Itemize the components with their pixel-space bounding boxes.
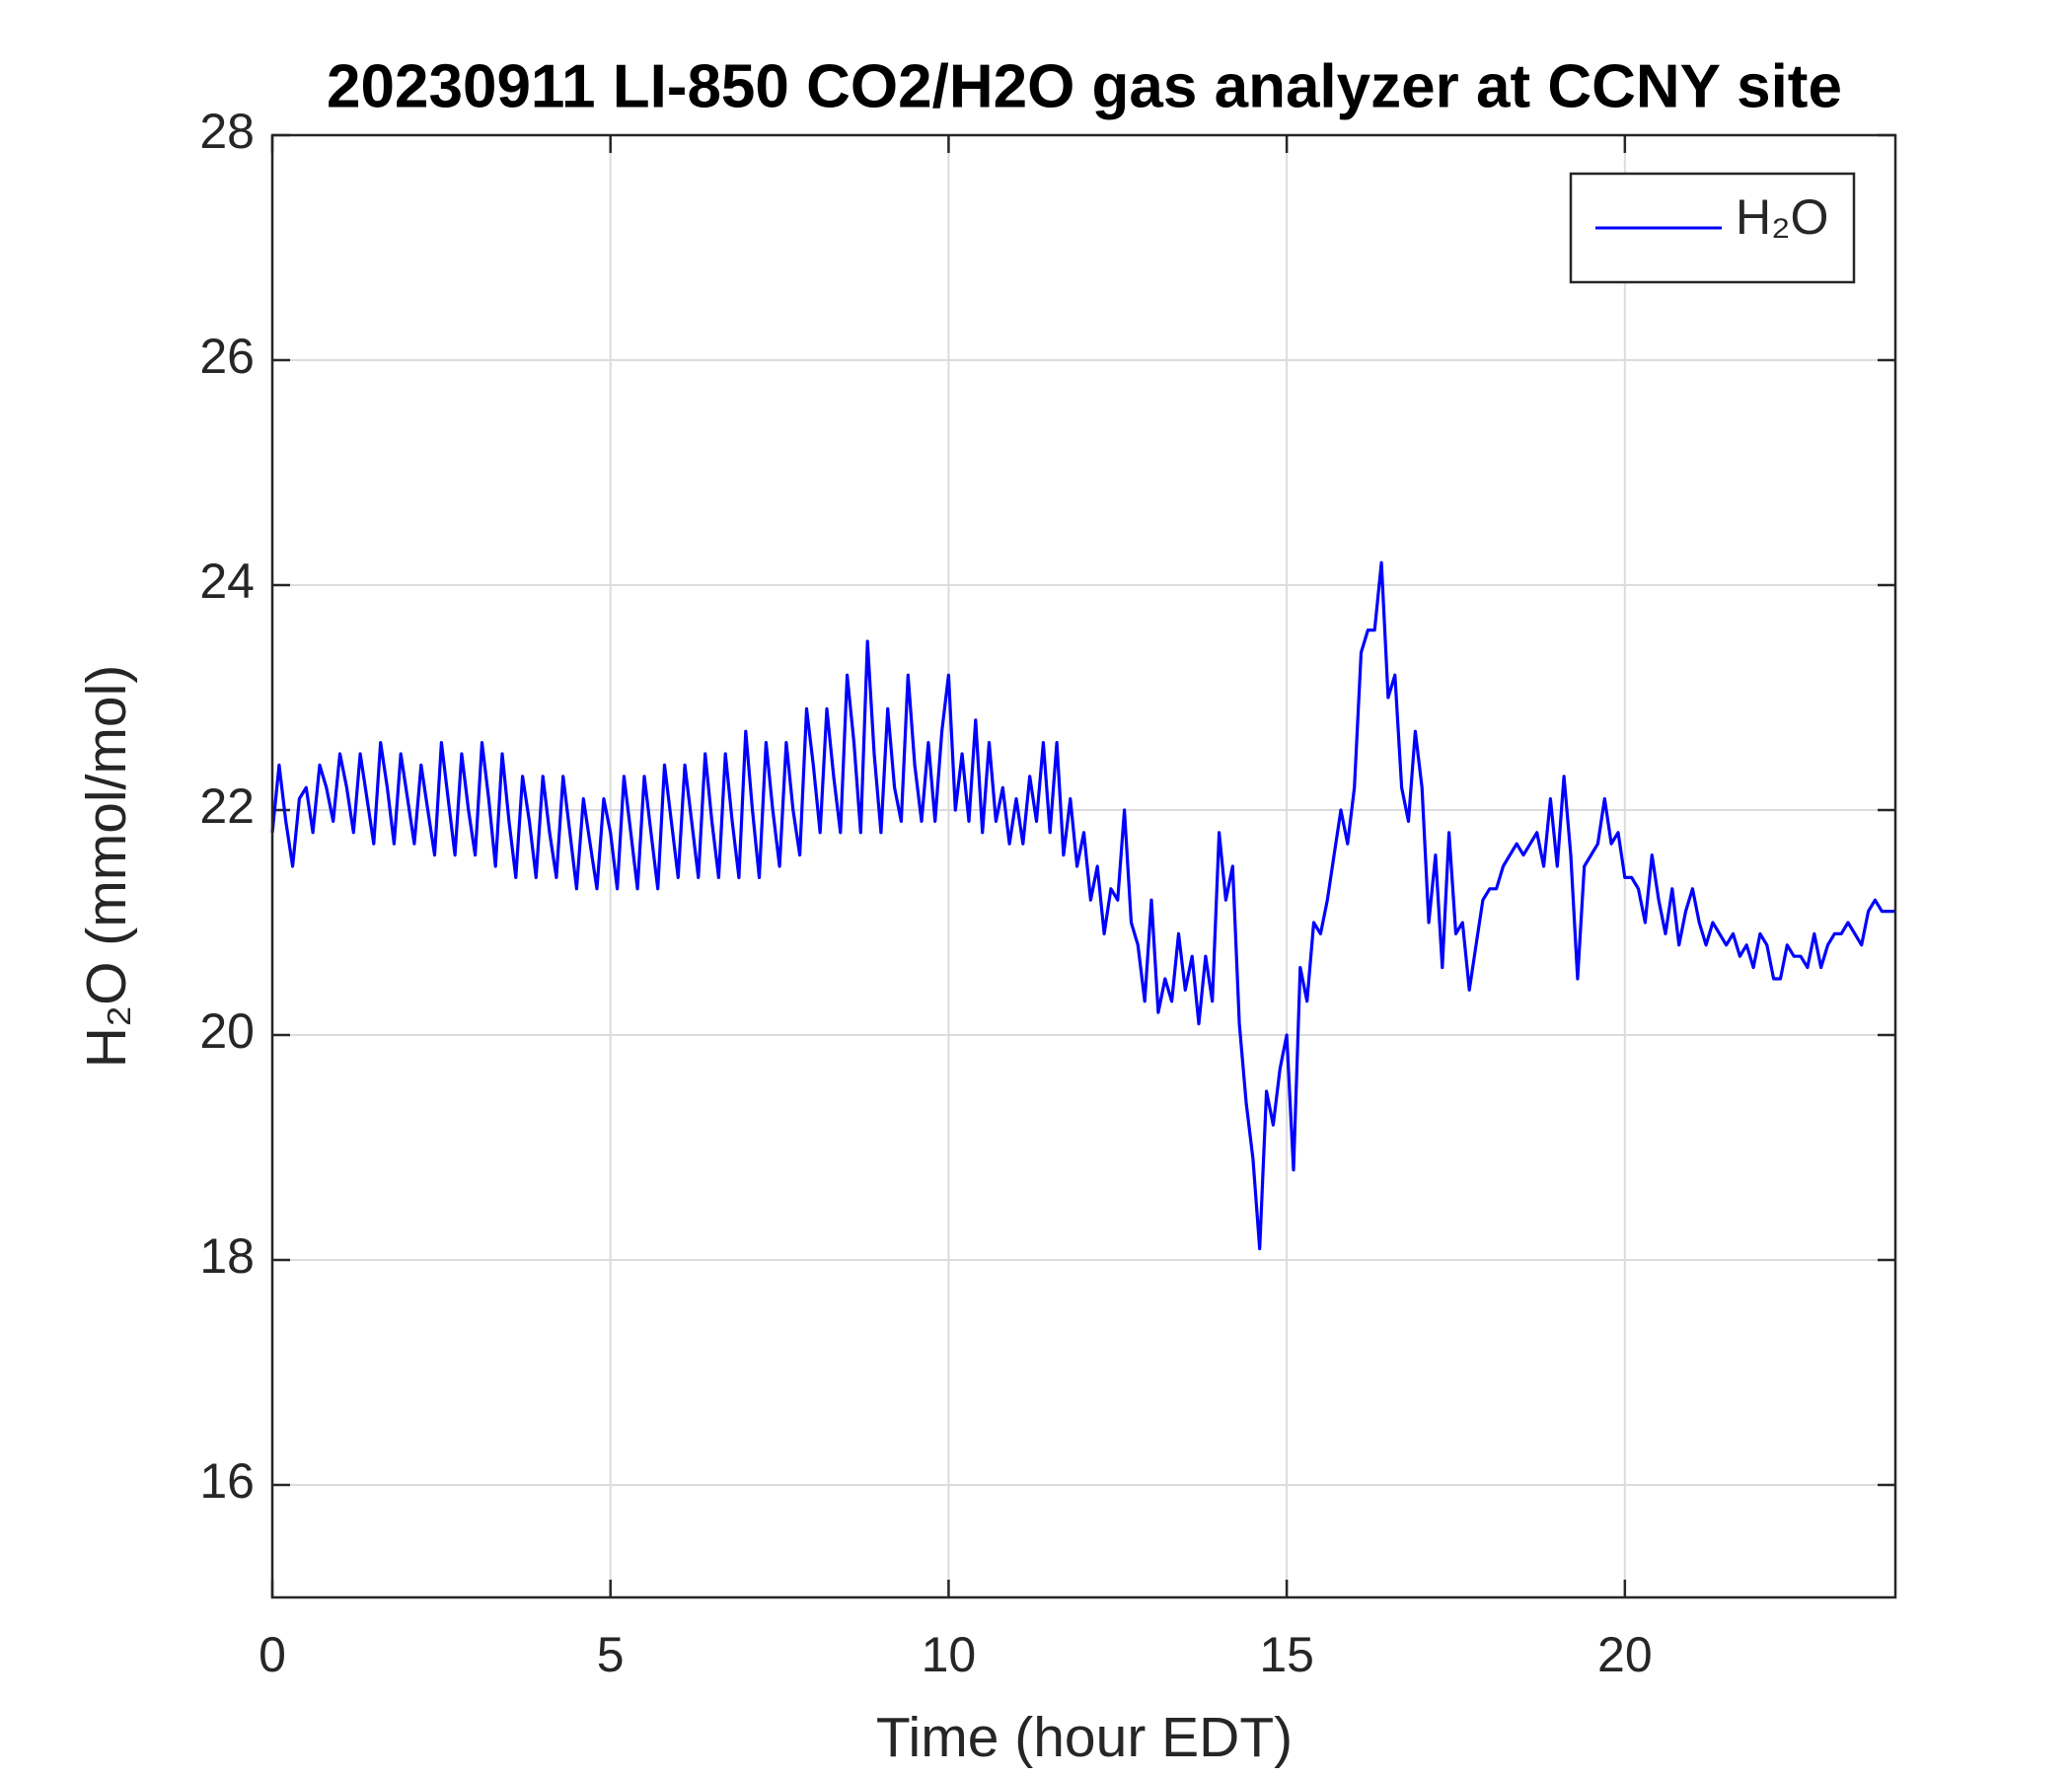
legend-label: H₂O: [1736, 189, 1828, 245]
x-axis-label: Time (hour EDT): [876, 1706, 1293, 1769]
x-tick-label: 20: [1597, 1627, 1653, 1682]
chart-title: 20230911 LI-850 CO2/H2O gas analyzer at …: [327, 52, 1842, 120]
y-tick-label: 22: [199, 778, 255, 834]
plot-area: [270, 560, 1895, 1251]
y-tick-label: 24: [199, 554, 255, 609]
axes-box: [270, 133, 1897, 1599]
y-axis-label: H₂O (mmol/mol): [75, 665, 138, 1068]
x-tick-label: 15: [1259, 1627, 1314, 1682]
x-tick-label: 10: [922, 1627, 977, 1682]
legend: H₂O: [1569, 172, 1856, 284]
y-tick-label: 20: [199, 1003, 255, 1059]
data-line: [270, 560, 1895, 1251]
y-tick-label: 26: [199, 329, 255, 384]
y-tick-label: 18: [199, 1228, 255, 1284]
y-tick-label: 16: [199, 1453, 255, 1509]
x-tick-label: 0: [259, 1627, 286, 1682]
y-tick-label: 28: [199, 104, 255, 159]
x-tick-label: 5: [597, 1627, 625, 1682]
